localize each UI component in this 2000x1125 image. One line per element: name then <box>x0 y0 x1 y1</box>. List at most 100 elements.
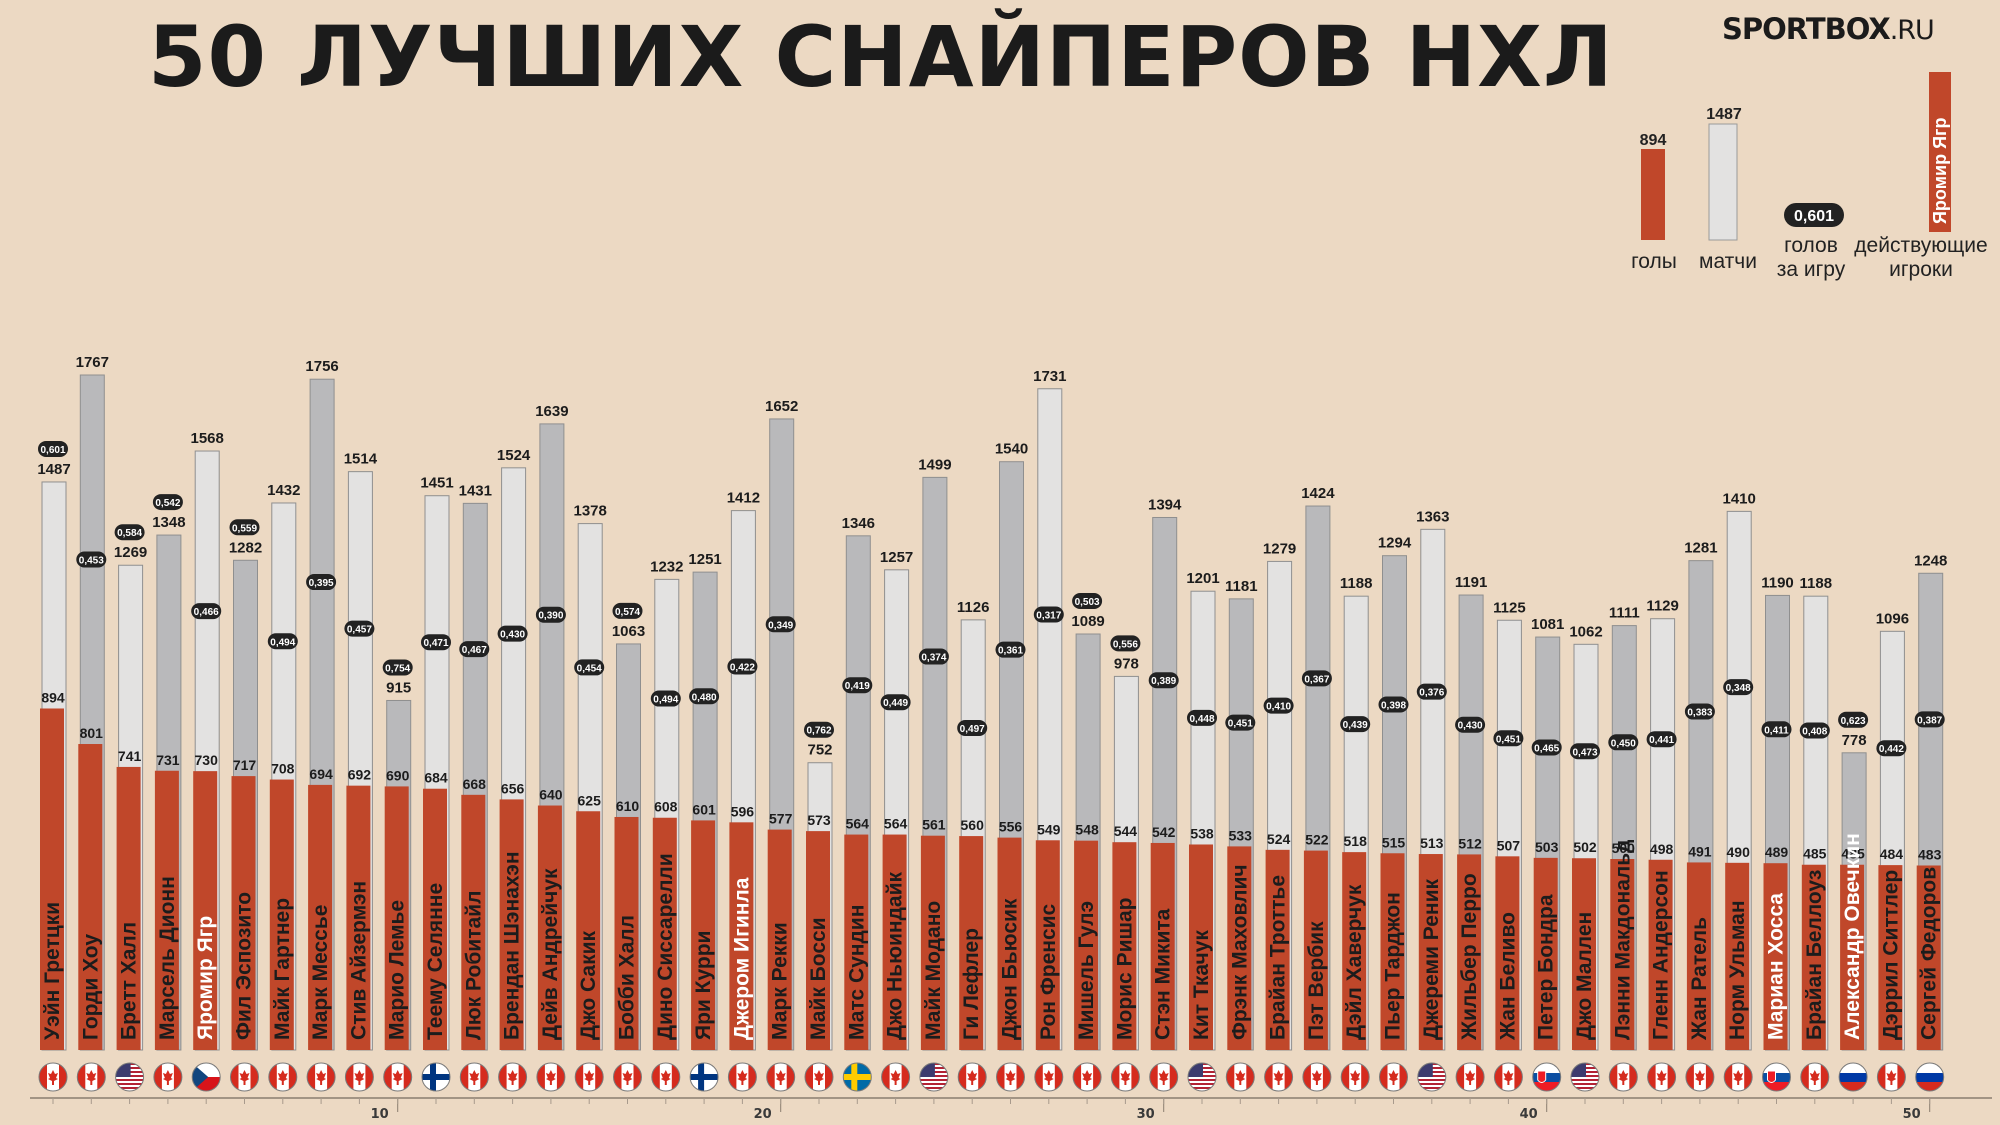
flag-icon-usa <box>1417 1063 1446 1091</box>
goals-bar <box>423 788 447 1050</box>
player-bars: 1514 692 0,457 Стив Айзермэн <box>344 451 378 1051</box>
flag-cross-v <box>851 1063 858 1091</box>
games-value-label: 1432 <box>267 482 300 499</box>
player-bars: 1363 513 0,376 Джереми Реник <box>1416 508 1449 1051</box>
ratio-badge <box>1761 721 1792 738</box>
player-bars: 1248 483 0,387 Сергей Федоров <box>1914 552 1947 1051</box>
games-value-label: 1201 <box>1186 570 1219 587</box>
ratio-badge <box>1493 730 1524 747</box>
games-value-label: 1282 <box>229 539 262 556</box>
flag-band-left <box>728 1063 737 1091</box>
legend-games-value: 1487 <box>1706 106 1742 123</box>
flag-band-left <box>153 1063 162 1091</box>
goals-bar <box>1610 859 1635 1050</box>
flag-icon-svk <box>1532 1063 1561 1091</box>
flag-icon-can <box>766 1063 795 1091</box>
player-name: Мишель Гулэ <box>1075 901 1098 1040</box>
maple-leaf-shape <box>469 1070 480 1085</box>
player-name: Дейв Андрейчук <box>539 868 562 1040</box>
player-name: Дино Сиссарелли <box>654 853 677 1040</box>
player-name: Морис Ришар <box>1113 898 1136 1041</box>
goals-value-label: 608 <box>654 799 678 815</box>
flag-band-right <box>250 1063 259 1091</box>
games-value-label: 1089 <box>1071 613 1104 630</box>
player-name: Норм Ульман <box>1726 900 1749 1040</box>
flag-stripe <box>1571 1087 1599 1089</box>
ratio-label: 0,450 <box>1611 738 1636 749</box>
goals-bar <box>1916 865 1941 1050</box>
flag-band-right <box>480 1063 489 1091</box>
goals-bar <box>116 766 141 1050</box>
flag-band-left <box>1724 1063 1733 1091</box>
goals-bar <box>1572 858 1596 1050</box>
player-bars: 1348 731 0,542 Марсель Дионн <box>152 494 186 1051</box>
flag-icon-can <box>383 1063 412 1091</box>
games-value-label: 1188 <box>1800 575 1833 592</box>
flag-outline <box>1876 1062 1906 1092</box>
goals-bar <box>499 799 524 1050</box>
ratio-badge <box>650 690 681 707</box>
flag-outline <box>76 1062 106 1092</box>
goals-value-label: 503 <box>1535 839 1559 855</box>
games-value-label: 1348 <box>152 514 185 531</box>
goals-bar <box>729 822 754 1050</box>
maple-leaf-shape <box>1235 1070 1246 1085</box>
flag-icon-can <box>1111 1063 1140 1091</box>
ratio-badge <box>1646 731 1677 748</box>
flag-stripe <box>919 1079 948 1081</box>
games-value-label: 1767 <box>76 354 109 371</box>
flag-band-left <box>498 1063 507 1091</box>
player-bars: 1378 625 0,454 Джо Сакик <box>574 503 607 1051</box>
flag-band-left <box>881 1063 890 1091</box>
flag-outline <box>268 1062 298 1092</box>
flag-band-left <box>613 1063 622 1091</box>
flag-band-right <box>59 1063 67 1091</box>
player-name: Дэйл Хаверчук <box>1343 884 1366 1040</box>
games-value-label: 752 <box>807 742 832 759</box>
player-bars: 1191 512 0,430 Жильбер Перро <box>1455 574 1487 1051</box>
flag-band-right <box>786 1063 795 1091</box>
player-bars: 1731 549 0,317 Рон Френсис <box>1033 368 1066 1051</box>
ratio-badge <box>1148 672 1179 689</box>
flag-outline <box>38 1062 68 1092</box>
flag-band-right <box>518 1063 527 1091</box>
bars-layer: 1487 894 0,601 Уэйн Гретцки 1767 801 0,453 Горд… <box>37 354 1947 1051</box>
goals-bar <box>1265 849 1290 1050</box>
player-name: Джо Маллен <box>1573 912 1596 1040</box>
ratio-label: 0,457 <box>347 625 372 636</box>
player-name: Марк Рекки <box>769 922 792 1040</box>
player-name: Яри Курри <box>692 931 715 1040</box>
maple-leaf-shape <box>1120 1070 1131 1085</box>
flag-outline <box>1493 1062 1523 1092</box>
flag-outline <box>1302 1062 1332 1092</box>
flag-outline <box>459 1062 489 1092</box>
ratio-label: 0,430 <box>1458 721 1483 732</box>
flag-band-right <box>365 1063 374 1091</box>
flag-outline <box>1225 1062 1255 1092</box>
ratio-label: 0,419 <box>845 681 870 692</box>
flag-stripe <box>1188 1079 1216 1081</box>
flag-icon-can <box>1379 1063 1408 1091</box>
goals-value-label: 515 <box>1382 834 1406 850</box>
flag-outline <box>1379 1062 1408 1092</box>
ratio-label: 0,494 <box>653 695 678 706</box>
maple-leaf-shape <box>354 1070 365 1085</box>
maple-leaf-shape <box>1694 1070 1705 1085</box>
goals-value-label: 498 <box>1650 841 1674 857</box>
goals-value-label: 542 <box>1152 824 1176 840</box>
flag-band-left <box>1111 1063 1120 1091</box>
games-value-label: 1514 <box>344 451 378 468</box>
flag-band-left <box>1877 1063 1886 1091</box>
maple-leaf-shape <box>162 1070 173 1085</box>
flag-band-right <box>403 1063 412 1091</box>
games-value-label: 1294 <box>1378 535 1412 552</box>
maple-leaf-shape <box>1809 1070 1820 1085</box>
games-value-label: 1248 <box>1914 552 1947 569</box>
flag-outline <box>804 1062 834 1092</box>
goals-value-label: 717 <box>233 757 257 773</box>
goals-bar <box>193 771 218 1050</box>
ratio-badge <box>1301 670 1332 687</box>
flag-band-right <box>633 1063 642 1091</box>
player-name: Александр Овечкин <box>1841 833 1864 1040</box>
flag-stripe <box>1188 1087 1216 1089</box>
